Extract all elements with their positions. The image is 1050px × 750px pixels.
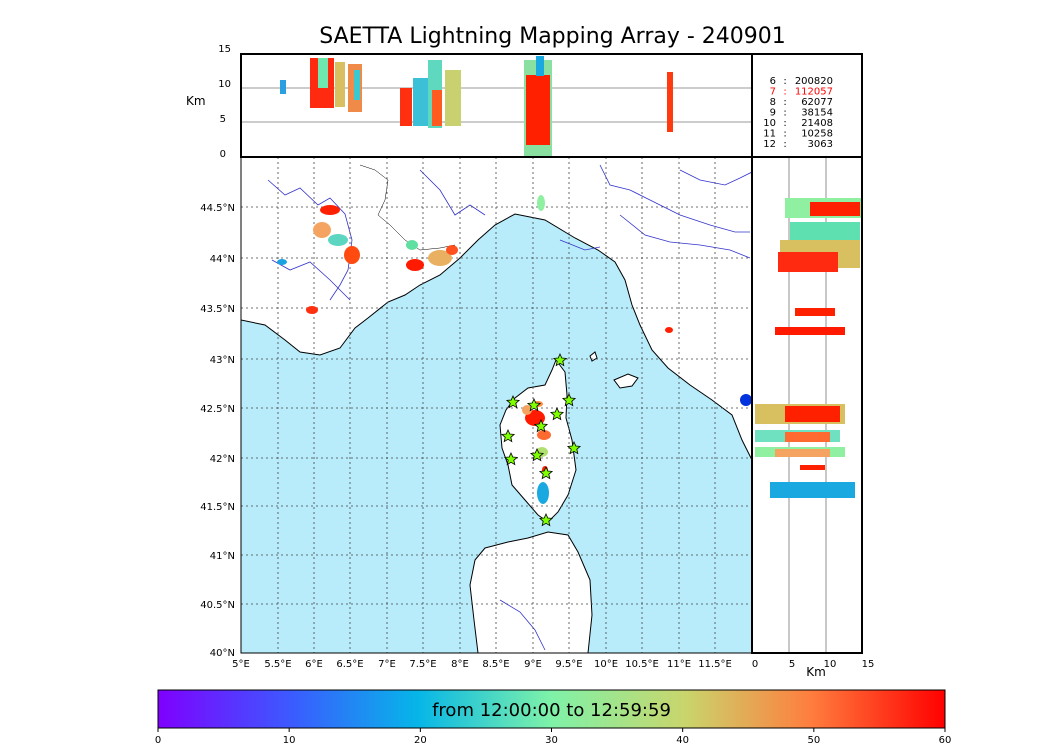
station-star — [538, 513, 554, 527]
lat-tick-label: 43.5°N — [200, 304, 235, 315]
altitude-y-axis: 15 10 5 0 — [218, 44, 231, 160]
count-minute: 9 — [770, 108, 776, 119]
alt-tick-label: 15 — [218, 44, 231, 55]
map-panel — [240, 156, 753, 654]
lon-tick-label: 7°E — [378, 659, 396, 670]
lon-tick-label: 11.5°E — [698, 659, 732, 670]
station-star — [561, 393, 577, 407]
count-value: 200820 — [795, 76, 833, 87]
chart-title: SAETTA Lightning Mapping Array - 240901 — [319, 24, 786, 49]
station-star — [505, 395, 521, 409]
station-star — [503, 452, 519, 466]
colorbar — [157, 689, 946, 729]
lon-tick-label: 6°E — [305, 659, 323, 670]
lat-tick-label: 42°N — [210, 454, 235, 465]
station-star — [526, 398, 542, 412]
sea-area — [241, 213, 752, 653]
lon-tick-label: 11°E — [667, 659, 691, 670]
colorbar-tick-label: 20 — [414, 735, 427, 746]
altitude-axis-label: Km — [186, 94, 206, 108]
altitude-lightning-sources — [280, 56, 673, 156]
side-tick-label: 10 — [824, 659, 837, 670]
alt-tick-label: 10 — [218, 79, 231, 90]
colorbar-tick-label: 10 — [283, 735, 296, 746]
side-lightning-sources — [755, 198, 861, 498]
count-separator: : — [783, 87, 786, 98]
sardinia-island — [469, 531, 593, 653]
lon-tick-label: 8°E — [451, 659, 469, 670]
counts-list: 6:2008207:1120578:620779:3815410:2140811… — [763, 76, 833, 150]
lon-tick-label: 9.5°E — [555, 659, 582, 670]
map-latitude-axis: 44.5°N 44°N 43.5°N 43°N 42.5°N 42°N 41.5°N 41°N… — [200, 203, 235, 659]
count-minute: 8 — [770, 97, 776, 108]
station-star — [566, 441, 582, 455]
lon-tick-label: 9°E — [524, 659, 542, 670]
count-separator: : — [783, 139, 786, 150]
station-star — [549, 407, 565, 421]
station-star — [552, 353, 568, 367]
count-value: 62077 — [801, 97, 833, 108]
count-minute: 12 — [763, 139, 776, 150]
count-separator: : — [783, 97, 786, 108]
count-separator: : — [783, 108, 786, 119]
alt-tick-label: 5 — [220, 114, 226, 125]
side-tick-label: 15 — [862, 659, 875, 670]
blue-marker — [740, 394, 752, 406]
colorbar-tick-label: 0 — [155, 735, 161, 746]
colorbar-tick-label: 50 — [807, 735, 820, 746]
count-value: 112057 — [795, 87, 833, 98]
lon-tick-label: 5°E — [232, 659, 250, 670]
lat-tick-label: 44.5°N — [200, 203, 235, 214]
lat-tick-label: 44°N — [210, 254, 235, 265]
lon-tick-label: 6.5°E — [336, 659, 363, 670]
lon-tick-label: 7.5°E — [409, 659, 436, 670]
count-value: 3063 — [808, 139, 833, 150]
rivers — [267, 164, 752, 651]
lat-tick-label: 41°N — [210, 551, 235, 562]
map-longitude-axis: 5°E 5.5°E 6°E 6.5°E 7°E 7.5°E 8°E 8.5°E 9°E 9.5°E… — [232, 659, 732, 670]
altitude-longitude-panel — [240, 53, 753, 158]
count-separator: : — [783, 118, 786, 129]
map-gridlines — [241, 157, 752, 653]
count-value: 38154 — [801, 108, 833, 119]
lat-tick-label: 40.5°N — [200, 600, 235, 611]
count-separator: : — [783, 129, 786, 140]
side-axis-label: Km — [806, 665, 826, 679]
count-minute: 10 — [763, 118, 776, 129]
station-star — [538, 466, 554, 480]
counts-panel — [751, 53, 863, 158]
colorbar-tick-label: 60 — [939, 735, 952, 746]
lon-tick-label: 10.5°E — [625, 659, 659, 670]
lat-tick-label: 40°N — [210, 648, 235, 659]
colorbar-tick-label: 40 — [676, 735, 689, 746]
elba-island — [613, 373, 639, 389]
colorbar-ticks: 0 10 20 30 40 50 60 — [155, 728, 952, 746]
count-minute: 11 — [763, 129, 776, 140]
lma-stations — [500, 353, 582, 527]
lon-tick-label: 5.5°E — [264, 659, 291, 670]
count-minute: 7 — [770, 87, 776, 98]
lat-tick-label: 42.5°N — [200, 404, 235, 415]
altitude-latitude-panel — [751, 156, 863, 654]
lat-tick-label: 41.5°N — [200, 502, 235, 513]
alt-tick-label: 0 — [220, 149, 226, 160]
colorbar-tick-label: 30 — [545, 735, 558, 746]
colorbar-label: from 12:00:00 to 12:59:59 — [432, 700, 671, 721]
side-x-axis: 0 5 10 15 — [752, 659, 875, 670]
map-lightning-sources — [277, 195, 673, 504]
borders — [359, 164, 456, 251]
lon-tick-label: 10°E — [594, 659, 618, 670]
count-minute: 6 — [770, 76, 776, 87]
station-star — [533, 419, 549, 433]
side-tick-label: 0 — [752, 659, 758, 670]
station-star — [529, 448, 545, 462]
lat-tick-label: 43°N — [210, 355, 235, 366]
lon-tick-label: 8.5°E — [482, 659, 509, 670]
count-value: 10258 — [801, 129, 833, 140]
count-value: 21408 — [801, 118, 833, 129]
station-star — [500, 429, 516, 443]
count-separator: : — [783, 76, 786, 87]
side-tick-label: 5 — [789, 659, 795, 670]
